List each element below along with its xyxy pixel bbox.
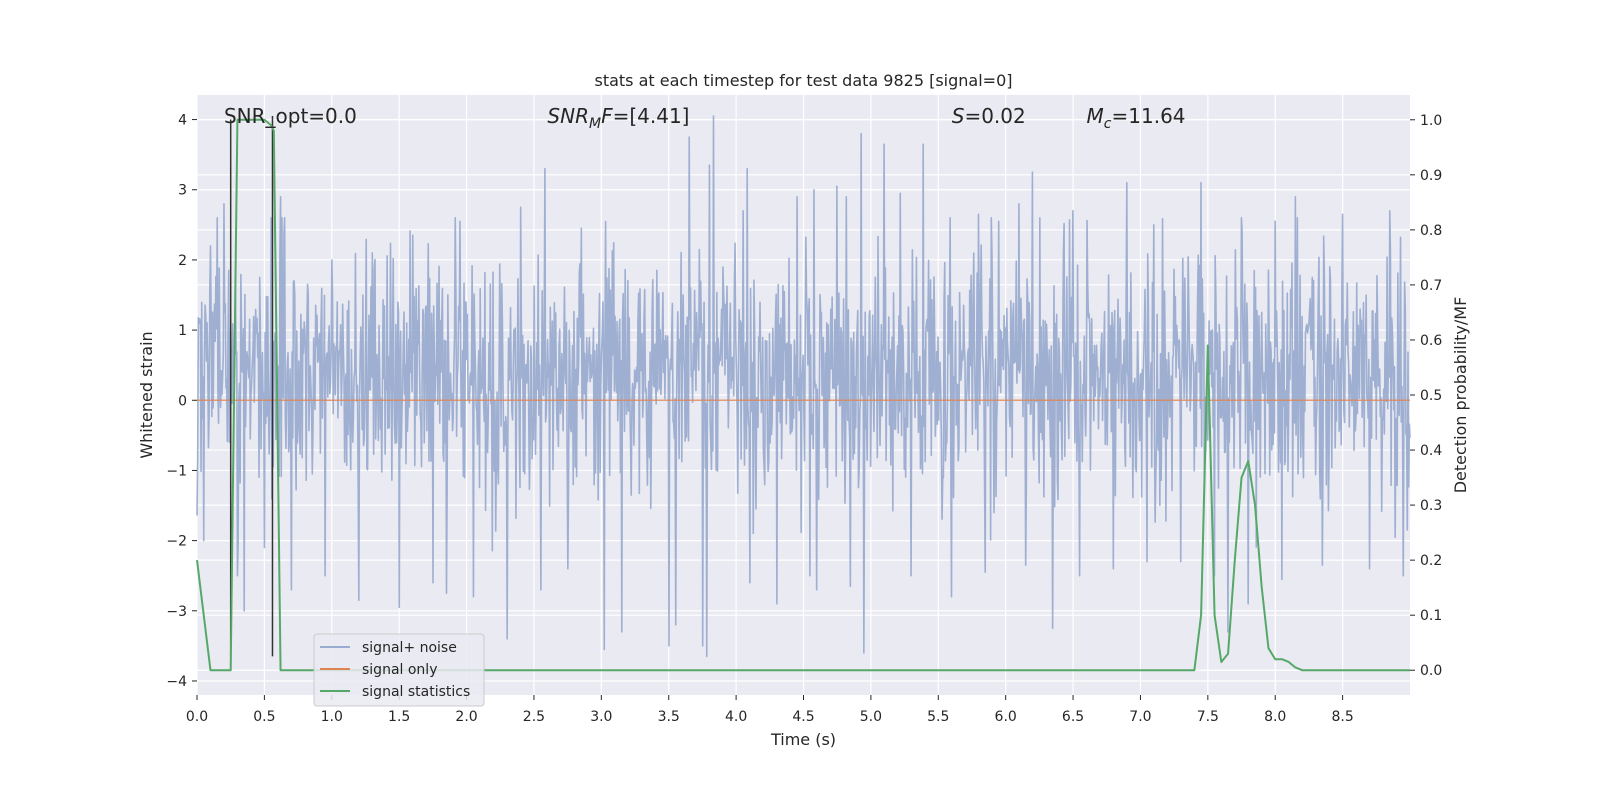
x-tick-label: 3.0 xyxy=(590,709,612,725)
y-left-tick-label: −1 xyxy=(166,463,187,479)
y-right-tick-label: 0.1 xyxy=(1420,608,1442,624)
y-right-tick-label: 0.8 xyxy=(1420,223,1442,239)
y-left-tick-label: 2 xyxy=(178,253,187,269)
x-tick-label: 7.5 xyxy=(1197,709,1219,725)
series-layer xyxy=(196,116,1410,672)
x-tick-label: 2.5 xyxy=(523,709,545,725)
y-left-tick-label: −4 xyxy=(166,674,187,690)
annotation-suffix: =0.02 xyxy=(964,104,1025,128)
y-axis-label-left: Whitened strain xyxy=(137,331,156,458)
signal-noise-series xyxy=(196,115,1411,658)
signal-noise-line xyxy=(196,115,1411,658)
annotation-suffix: =11.64 xyxy=(1112,104,1186,128)
annotation-base: S xyxy=(952,104,965,128)
y-right-tick-label: 1.0 xyxy=(1420,113,1442,129)
annotation-subscript: c xyxy=(1104,116,1112,132)
x-tick-label: 0.0 xyxy=(186,709,208,725)
y-right-tick-label: 0.4 xyxy=(1420,443,1442,459)
annotation-base: SNR xyxy=(547,104,589,128)
annotation-text: SNR_opt=0.0 xyxy=(224,104,357,128)
annotation-text: SNRMF=[4.41] xyxy=(547,104,689,132)
y-left-tick-label: 3 xyxy=(178,183,187,199)
y-left-tick-label: 1 xyxy=(178,323,187,339)
x-tick-label: 7.0 xyxy=(1129,709,1151,725)
legend-label: signal only xyxy=(362,662,437,678)
x-tick-label: 2.0 xyxy=(455,709,477,725)
annotations: SNR_opt=0.0 SNRMF=[4.41] S=0.02 Mc=11.64 xyxy=(224,104,1186,132)
annotation-text: Mc=11.64 xyxy=(1087,104,1186,132)
x-axis-label: Time (s) xyxy=(770,730,836,749)
y-left-tick-label: −2 xyxy=(166,534,187,550)
y-right-tick-label: 0.7 xyxy=(1420,278,1442,294)
x-tick-label: 5.5 xyxy=(927,709,949,725)
annotation-suffix-italic: F xyxy=(601,104,613,128)
annotation-text: S=0.02 xyxy=(952,104,1026,128)
chart-title: stats at each timestep for test data 982… xyxy=(594,71,1012,90)
annotation-subscript: M xyxy=(589,116,601,132)
y-right-tick-label: 0.3 xyxy=(1420,498,1442,514)
y-left-tick-label: 4 xyxy=(178,113,187,129)
y-left-tick-label: −3 xyxy=(166,604,187,620)
y-right-tick-label: 0.9 xyxy=(1420,168,1442,184)
x-tick-label: 4.0 xyxy=(725,709,747,725)
x-tick-label: 6.5 xyxy=(1062,709,1084,725)
legend-label: signal statistics xyxy=(362,684,470,700)
x-tick-label: 4.5 xyxy=(792,709,814,725)
annotation-base: SNR_opt=0.0 xyxy=(224,104,357,128)
signal-statistics-line xyxy=(196,118,1410,672)
x-tick-label: 8.5 xyxy=(1331,709,1353,725)
y-right-tick-label: 0.0 xyxy=(1420,663,1442,679)
annotation-suffix: F=[4.41] xyxy=(601,104,689,128)
x-tick-label: 1.0 xyxy=(321,709,343,725)
y-axis-label-right: Detection probability/MF xyxy=(1451,297,1470,494)
y-right-tick-label: 0.6 xyxy=(1420,333,1442,349)
legend-label: signal+ noise xyxy=(362,640,457,656)
annotation-base: M xyxy=(1087,104,1104,128)
y-left-tick-label: 0 xyxy=(178,393,187,409)
x-tick-label: 3.5 xyxy=(658,709,680,725)
y-right-tick-label: 0.2 xyxy=(1420,553,1442,569)
x-tick-label: 5.0 xyxy=(860,709,882,725)
legend-box xyxy=(313,633,485,707)
x-tick-label: 0.5 xyxy=(253,709,275,725)
ticks: 0.0 0.5 1.0 1.5 2.0 2.5 3.0 3.5 4.0 4.5 5.0 5.5 6.0 6… xyxy=(166,113,1442,725)
legend: signal+ noise signal only signal statistic… xyxy=(313,633,485,707)
annotation-suffix-rest: =[4.41] xyxy=(613,104,690,128)
x-tick-label: 1.5 xyxy=(388,709,410,725)
x-tick-label: 6.0 xyxy=(995,709,1017,725)
y-right-tick-label: 0.5 xyxy=(1420,388,1442,404)
x-tick-label: 8.0 xyxy=(1264,709,1286,725)
